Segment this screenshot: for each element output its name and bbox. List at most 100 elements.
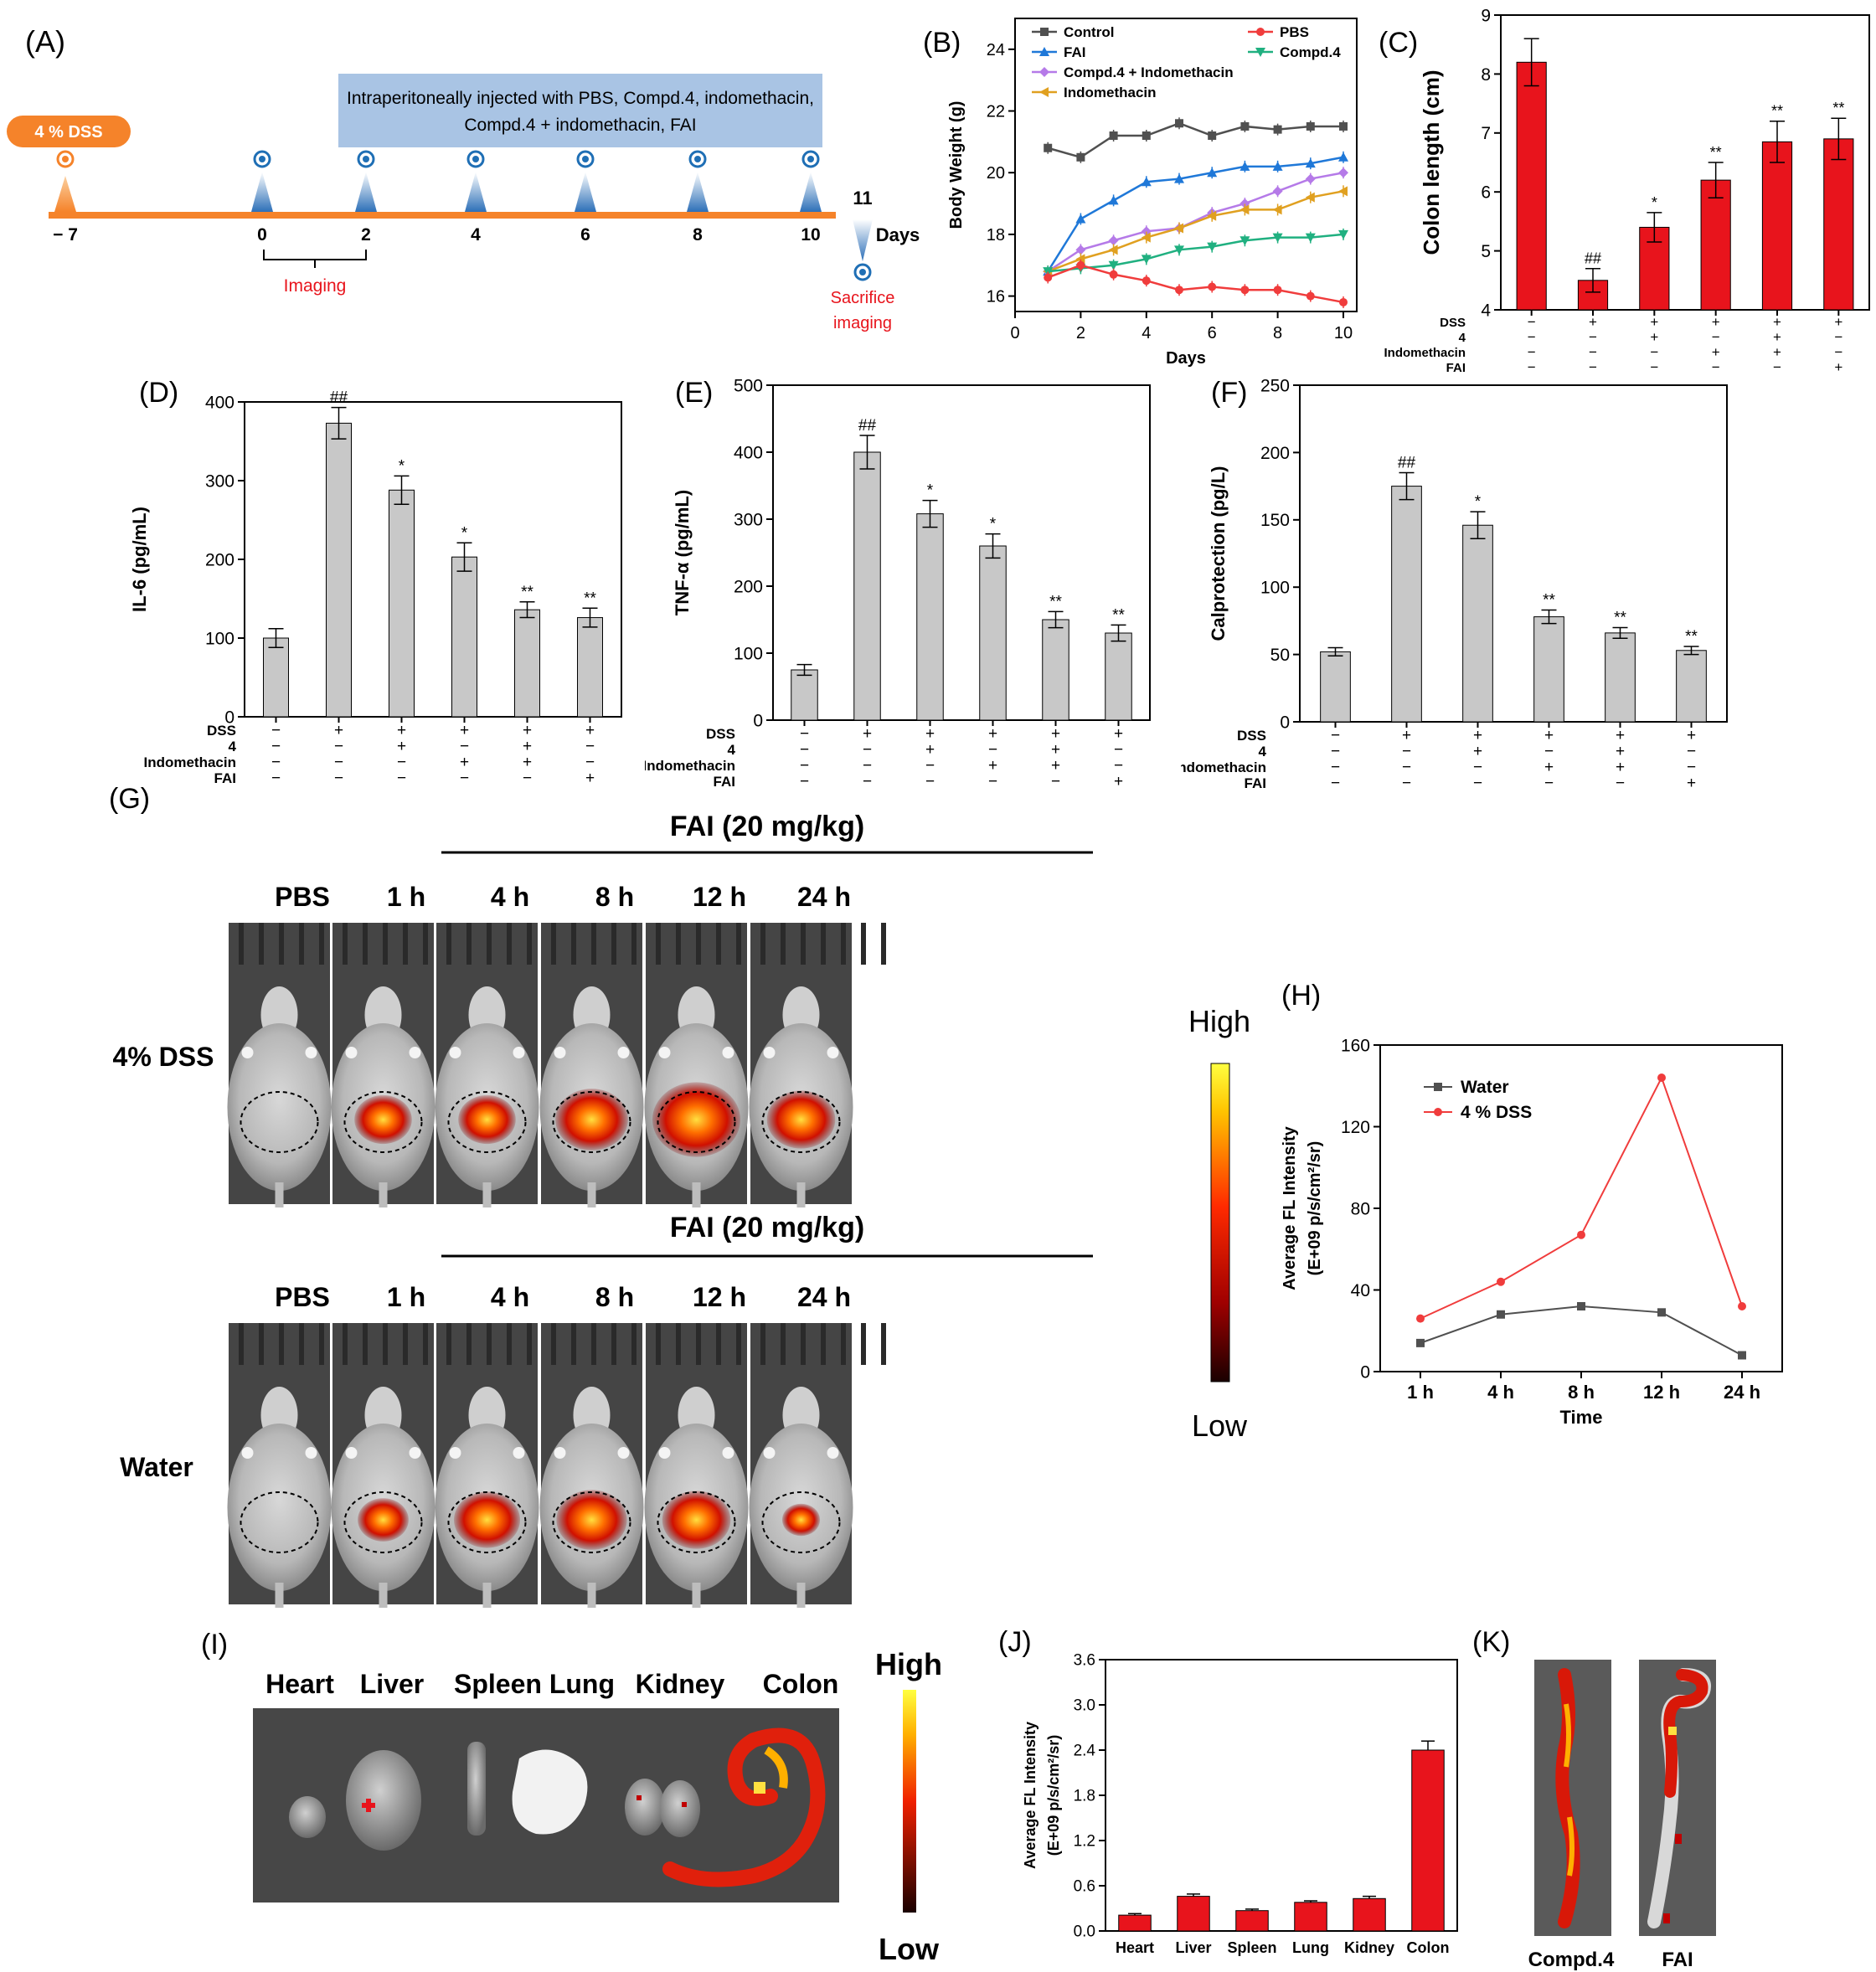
significance-label: ## (1398, 455, 1416, 472)
cage-bar (487, 923, 492, 965)
panel-i-organs: (I) Heart Liver Spleen Lung Kidney Colon Hig… (201, 1629, 942, 1966)
peak-day-8 (687, 172, 709, 212)
roi-circle (343, 1491, 423, 1553)
data-point (1240, 161, 1250, 171)
y-tick-label: 7 (1481, 124, 1491, 143)
roi-circle (761, 1491, 841, 1553)
row-label: DSS (1440, 316, 1466, 330)
organ-label: Liver (360, 1669, 424, 1699)
row-symbol: + (1544, 759, 1554, 776)
data-point (1497, 1310, 1505, 1319)
roi-circle (657, 1491, 736, 1553)
day-11: 11 (853, 188, 872, 209)
data-point (1044, 273, 1053, 282)
organ-kidney-2 (660, 1780, 700, 1837)
data-point (1240, 286, 1250, 295)
cage-bar (319, 923, 324, 965)
row-symbol: − (1473, 759, 1482, 776)
row-symbol: − (1402, 743, 1411, 760)
row-symbol: − (1331, 743, 1340, 760)
organ-label: Spleen Lung (454, 1669, 615, 1699)
bar (577, 617, 603, 718)
cage-bar (696, 1323, 701, 1365)
cage-bar (696, 923, 701, 965)
x-tick-label: Spleen (1227, 1939, 1276, 1956)
y-tick-label: 200 (205, 550, 234, 569)
significance-label: * (990, 516, 997, 533)
row-symbol: + (988, 757, 997, 775)
row-label-water: Water (120, 1452, 193, 1482)
fluorescence-spot (358, 1498, 409, 1542)
y-tick-label: 100 (205, 629, 234, 648)
row-symbol: + (397, 722, 406, 739)
y-tick-label: 0 (753, 711, 763, 730)
data-point (1305, 233, 1316, 243)
x-axis-label: Time (1560, 1407, 1603, 1428)
x-tick-label: Heart (1116, 1939, 1154, 1956)
bar (1462, 524, 1493, 723)
y-tick-label: 3.0 (1074, 1697, 1095, 1715)
y-tick-label: 50 (1270, 646, 1290, 665)
data-point (1306, 121, 1315, 131)
column-header: 8 h (595, 882, 634, 912)
data-point (1108, 235, 1119, 246)
significance-label: * (399, 457, 405, 475)
roi-circle (761, 1091, 841, 1153)
row-symbol: − (1650, 344, 1658, 360)
row-symbol: + (1616, 743, 1625, 760)
legend-marker (1434, 1083, 1442, 1091)
bar (1294, 1902, 1327, 1932)
significance-label: ** (584, 590, 596, 607)
cage-bar (760, 923, 765, 965)
row-label: DSS (207, 723, 236, 739)
row-symbol: − (460, 738, 469, 755)
row-label: FAI (1446, 361, 1466, 375)
mouse-paw (513, 1447, 525, 1459)
row-symbol: + (1473, 743, 1482, 760)
data-point (1207, 242, 1218, 252)
cage-bar (571, 1323, 576, 1365)
mouse-tail (379, 1583, 388, 1608)
y-tick-label: 200 (734, 577, 763, 596)
row-symbol: + (460, 754, 469, 771)
mouse-tail (482, 1583, 492, 1608)
mouse-tail (692, 1182, 701, 1207)
y-axis-label: Colon length (cm) (1419, 70, 1444, 255)
mouse-paw (722, 1047, 734, 1058)
row-symbol: − (800, 773, 809, 790)
data-point (1208, 282, 1217, 291)
data-point (1240, 204, 1250, 215)
data-point (1142, 276, 1151, 286)
row-symbol: − (1473, 775, 1482, 792)
cage-bar (343, 923, 348, 965)
significance-label: ** (521, 584, 533, 601)
y-tick-label: 9 (1481, 6, 1491, 25)
row-symbol: − (1773, 359, 1781, 375)
row-symbol: − (800, 757, 809, 775)
data-point (1208, 131, 1217, 140)
row-symbol: − (1834, 344, 1842, 360)
row-symbol: − (271, 738, 281, 755)
mouse-body (227, 1424, 332, 1591)
mouse-tail (482, 1182, 492, 1207)
y-tick-label: 0 (224, 708, 234, 727)
mouse-paw (409, 1447, 421, 1459)
data-point (1338, 229, 1348, 239)
bar (916, 513, 944, 721)
fluorescence-spot (354, 1094, 412, 1145)
panel-label-j: (J) (998, 1626, 1032, 1658)
mouse-tail (275, 1182, 284, 1207)
bar (1353, 1897, 1386, 1932)
cage-bar (571, 923, 576, 965)
row-symbol: + (1114, 773, 1123, 790)
row-label: Indomethacin (1181, 759, 1266, 775)
bar (326, 422, 352, 718)
fluorescence-spot (781, 1503, 821, 1537)
injection-marker-dot (472, 156, 479, 162)
panel-a: (A) Intraperitoneally injected with PBS,… (7, 24, 920, 332)
row-symbol: − (585, 754, 595, 771)
significance-label: ** (1112, 606, 1125, 624)
data-point (1141, 255, 1152, 265)
panel-label-a: (A) (25, 24, 65, 59)
bar (1605, 632, 1636, 723)
